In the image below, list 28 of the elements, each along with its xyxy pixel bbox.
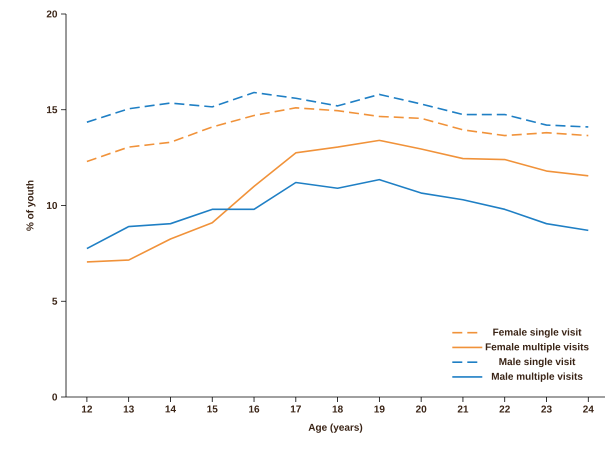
line-series <box>86 92 590 128</box>
x-tick-label: 24 <box>583 406 594 412</box>
x-tick-label: 16 <box>249 406 260 413</box>
x-tick-label: 15 <box>207 406 218 412</box>
x-tick-label: 14 <box>166 406 176 412</box>
x-tick-label: 19 <box>374 406 385 413</box>
legend-label: Female single visit <box>493 328 582 338</box>
x-tick-label: 22 <box>500 406 510 412</box>
line-series <box>86 178 590 250</box>
x-tick-label: 18 <box>332 406 343 413</box>
legend-label: Male multiple visits <box>492 372 582 382</box>
y-axis-title: % of youth <box>26 180 36 231</box>
x-tick-label: 12 <box>82 406 92 412</box>
y-tick-label: 5 <box>52 298 58 305</box>
x-tick-label: 21 <box>458 406 468 412</box>
x-tick-label: 20 <box>416 406 426 413</box>
x-tick-label: 23 <box>541 406 552 413</box>
legend-label: Female multiple visits <box>486 343 589 352</box>
y-tick-label: 15 <box>46 106 58 114</box>
line-series <box>86 107 590 162</box>
x-tick-label: 13 <box>124 406 134 413</box>
legend-label: Male single visit <box>499 358 576 368</box>
line-series <box>86 140 590 263</box>
y-tick-label: 0 <box>52 393 58 401</box>
y-tick-label: 20 <box>46 10 58 18</box>
y-tick-label: 10 <box>46 202 58 210</box>
x-axis-title: Age (years) <box>308 423 362 433</box>
x-tick-label: 17 <box>290 406 301 412</box>
